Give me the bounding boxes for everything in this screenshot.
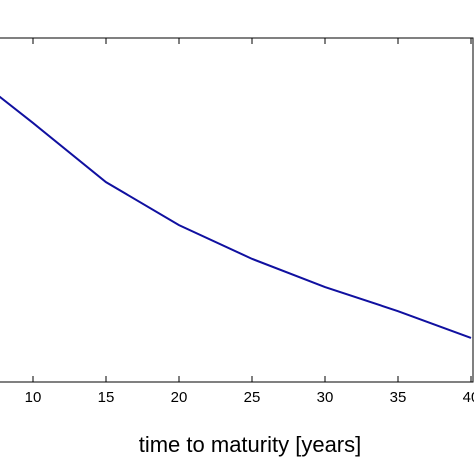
data-line [0,95,472,339]
x-axis-label: time to maturity [years] [139,432,362,457]
x-tick-label: 35 [390,389,407,406]
x-tick-label: 20 [171,389,188,406]
x-tick-label: 15 [98,389,115,406]
x-tick-label: 10 [25,389,42,406]
x-tick-label: 40 [463,389,474,406]
x-tick-label: 25 [244,389,261,406]
plot-frame [0,37,474,383]
x-tick-label: 30 [317,389,334,406]
